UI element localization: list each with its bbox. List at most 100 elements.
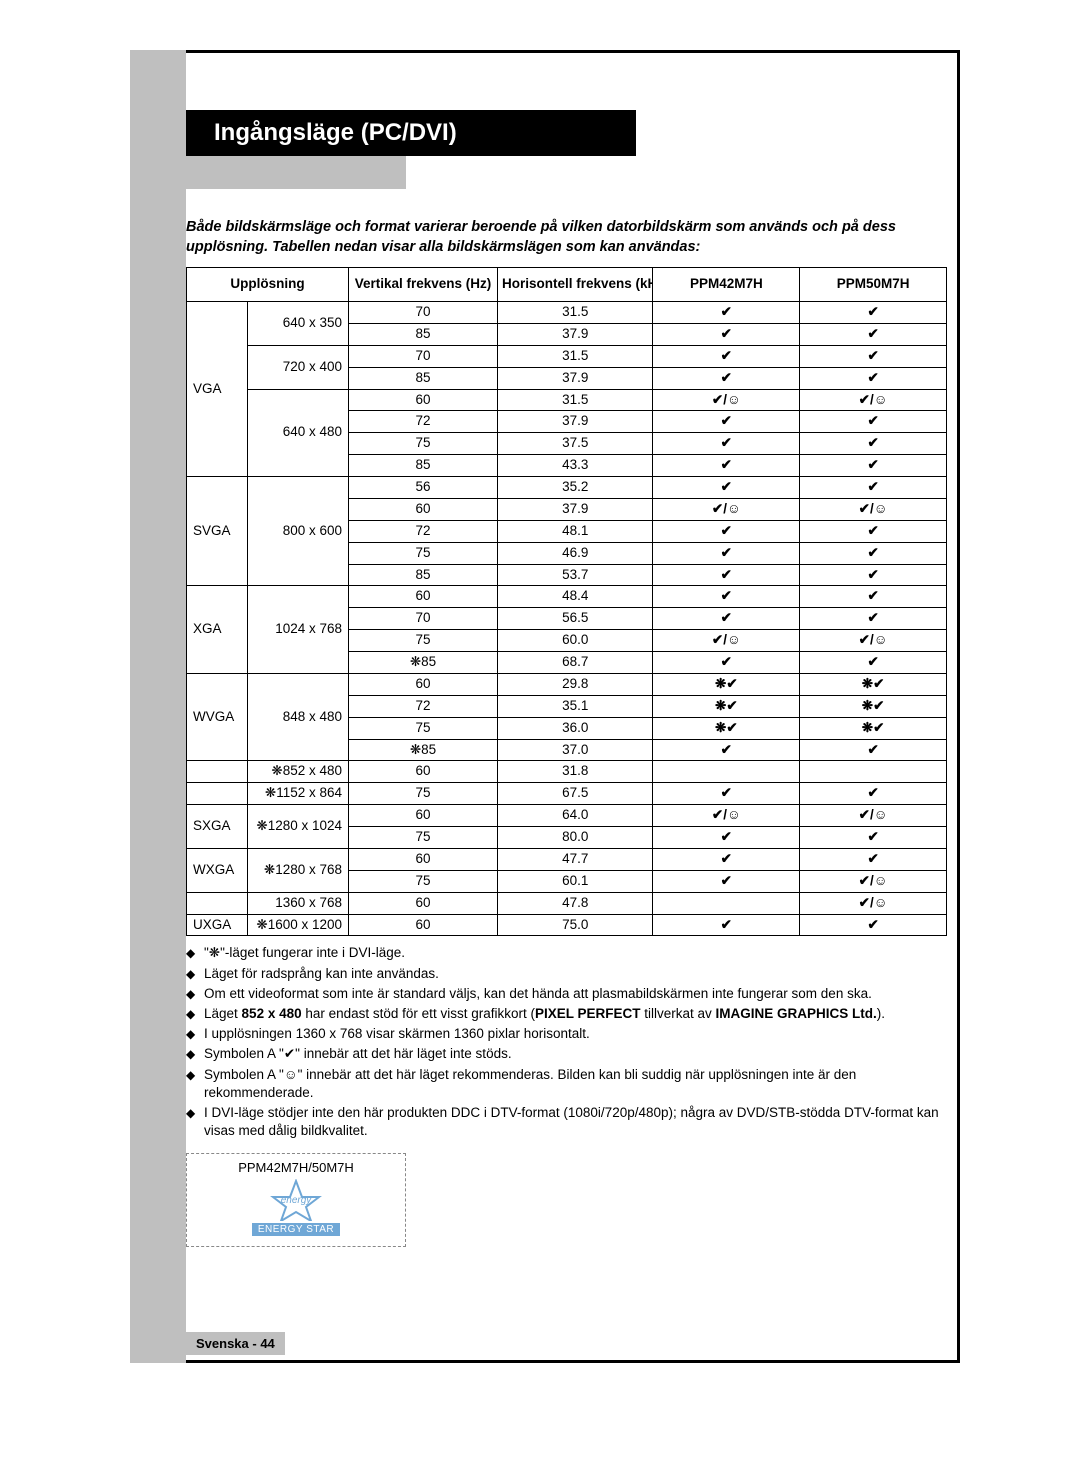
frame-bottom [130, 1360, 960, 1363]
cell-model2: ✔/☺ [800, 389, 947, 411]
cell-vfreq: 60 [349, 498, 498, 520]
note-item: Symbolen A "☺" innebär att det här läget… [186, 1066, 947, 1102]
cell-resolution: 800 x 600 [248, 477, 349, 586]
cell-resolution: ❋852 x 480 [248, 761, 349, 783]
th-model2: PPM50M7H [800, 268, 947, 302]
cell-type: WXGA [187, 848, 248, 892]
energy-star-badge: PPM42M7H/50M7H energy ENERGY STAR [186, 1153, 406, 1247]
cell-hfreq: 56.5 [497, 608, 653, 630]
modes-table: Upplösning Vertikal frekvens (Hz) Horiso… [186, 267, 947, 936]
cell-model2: ✔ [800, 302, 947, 324]
table-row: WXGA❋1280 x 7686047.7✔✔ [187, 848, 947, 870]
cell-model1: ✔ [653, 608, 800, 630]
cell-model1: ✔ [653, 870, 800, 892]
cell-resolution: 640 x 480 [248, 389, 349, 477]
cell-model1: ✔ [653, 323, 800, 345]
cell-model2: ✔ [800, 455, 947, 477]
th-vfreq: Vertikal frekvens (Hz) [349, 268, 498, 302]
table-row: SXGA❋1280 x 10246064.0✔/☺✔/☺ [187, 805, 947, 827]
cell-resolution: ❋1280 x 768 [248, 848, 349, 892]
cell-type: SXGA [187, 805, 248, 849]
table-row: ❋1152 x 8647567.5✔✔ [187, 783, 947, 805]
cell-model2: ✔ [800, 367, 947, 389]
cell-model2: ✔ [800, 608, 947, 630]
cell-model1: ✔ [653, 345, 800, 367]
cell-model1: ✔ [653, 411, 800, 433]
cell-model2: ❋✔ [800, 717, 947, 739]
cell-vfreq: 85 [349, 455, 498, 477]
cell-model2: ✔ [800, 914, 947, 936]
note-item: I upplösningen 1360 x 768 visar skärmen … [186, 1025, 947, 1043]
table-row: WVGA848 x 4806029.8❋✔❋✔ [187, 673, 947, 695]
table-row: XGA1024 x 7686048.4✔✔ [187, 586, 947, 608]
cell-vfreq: 70 [349, 608, 498, 630]
table-row: SVGA800 x 6005635.2✔✔ [187, 477, 947, 499]
cell-model1: ✔ [653, 586, 800, 608]
cell-model1: ✔ [653, 367, 800, 389]
cell-resolution: 1360 x 768 [248, 892, 349, 914]
cell-model1: ❋✔ [653, 717, 800, 739]
cell-vfreq: 72 [349, 520, 498, 542]
cell-vfreq: 60 [349, 761, 498, 783]
cell-hfreq: 46.9 [497, 542, 653, 564]
table-row: 640 x 4806031.5✔/☺✔/☺ [187, 389, 947, 411]
cell-model1: ✔ [653, 827, 800, 849]
note-item: Läget 852 x 480 har endast stöd för ett … [186, 1005, 947, 1023]
cell-vfreq: 75 [349, 870, 498, 892]
table-row: VGA640 x 3507031.5✔✔ [187, 302, 947, 324]
cell-model2: ✔/☺ [800, 498, 947, 520]
th-hfreq: Horisontell frekvens (kHz) [497, 268, 653, 302]
cell-hfreq: 60.1 [497, 870, 653, 892]
cell-vfreq: 60 [349, 914, 498, 936]
cell-hfreq: 48.4 [497, 586, 653, 608]
cell-type [187, 892, 248, 914]
cell-hfreq: 37.9 [497, 498, 653, 520]
cell-model2: ✔ [800, 520, 947, 542]
cell-vfreq: 85 [349, 564, 498, 586]
cell-model1: ✔ [653, 455, 800, 477]
cell-vfreq: 70 [349, 345, 498, 367]
energy-star-logo: energy ENERGY STAR [197, 1179, 395, 1236]
cell-model1: ✔ [653, 783, 800, 805]
cell-model1: ❋✔ [653, 673, 800, 695]
cell-model2: ❋✔ [800, 695, 947, 717]
cell-resolution: ❋1600 x 1200 [248, 914, 349, 936]
cell-vfreq: ❋85 [349, 739, 498, 761]
cell-hfreq: 35.1 [497, 695, 653, 717]
table-header-row: Upplösning Vertikal frekvens (Hz) Horiso… [187, 268, 947, 302]
cell-model2: ✔ [800, 323, 947, 345]
cell-model2: ✔ [800, 345, 947, 367]
th-model1: PPM42M7H [653, 268, 800, 302]
cell-vfreq: 60 [349, 805, 498, 827]
cell-model1: ✔ [653, 848, 800, 870]
note-item: Om ett videoformat som inte är standard … [186, 985, 947, 1003]
cell-model2: ✔ [800, 739, 947, 761]
cell-type [187, 761, 248, 783]
cell-type [187, 783, 248, 805]
content-area: Både bildskärmsläge och format varierar … [186, 218, 957, 1360]
cell-model1: ❋✔ [653, 695, 800, 717]
cell-hfreq: 36.0 [497, 717, 653, 739]
cell-vfreq: 75 [349, 542, 498, 564]
cell-model2: ✔/☺ [800, 630, 947, 652]
cell-type: VGA [187, 302, 248, 477]
cell-hfreq: 80.0 [497, 827, 653, 849]
cell-vfreq: 75 [349, 433, 498, 455]
cell-hfreq: 31.5 [497, 302, 653, 324]
cell-vfreq: 70 [349, 302, 498, 324]
intro-text: Både bildskärmsläge och format varierar … [186, 218, 947, 257]
cell-vfreq: 75 [349, 783, 498, 805]
cell-vfreq: 72 [349, 695, 498, 717]
cell-model2: ✔ [800, 783, 947, 805]
cell-vfreq: 75 [349, 717, 498, 739]
cell-hfreq: 37.0 [497, 739, 653, 761]
cell-type: UXGA [187, 914, 248, 936]
cell-hfreq: 47.8 [497, 892, 653, 914]
cell-model1: ✔/☺ [653, 389, 800, 411]
cell-hfreq: 68.7 [497, 652, 653, 674]
cell-model2: ✔ [800, 848, 947, 870]
cell-vfreq: 85 [349, 323, 498, 345]
page-footer: Svenska - 44 [186, 1332, 285, 1355]
cell-hfreq: 31.5 [497, 389, 653, 411]
cell-hfreq: 53.7 [497, 564, 653, 586]
